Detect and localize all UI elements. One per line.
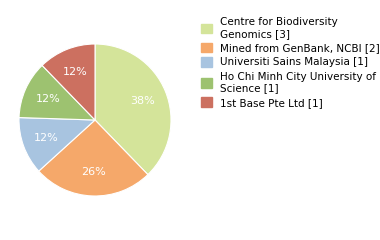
Text: 12%: 12% (34, 133, 59, 143)
Text: 12%: 12% (35, 94, 60, 104)
Text: 12%: 12% (63, 67, 88, 77)
Text: 26%: 26% (81, 167, 106, 177)
Wedge shape (19, 66, 95, 120)
Wedge shape (42, 44, 95, 120)
Wedge shape (95, 44, 171, 174)
Wedge shape (19, 118, 95, 171)
Wedge shape (39, 120, 148, 196)
Legend: Centre for Biodiversity
Genomics [3], Mined from GenBank, NCBI [2], Universiti S: Centre for Biodiversity Genomics [3], Mi… (199, 15, 380, 110)
Text: 38%: 38% (130, 96, 155, 106)
